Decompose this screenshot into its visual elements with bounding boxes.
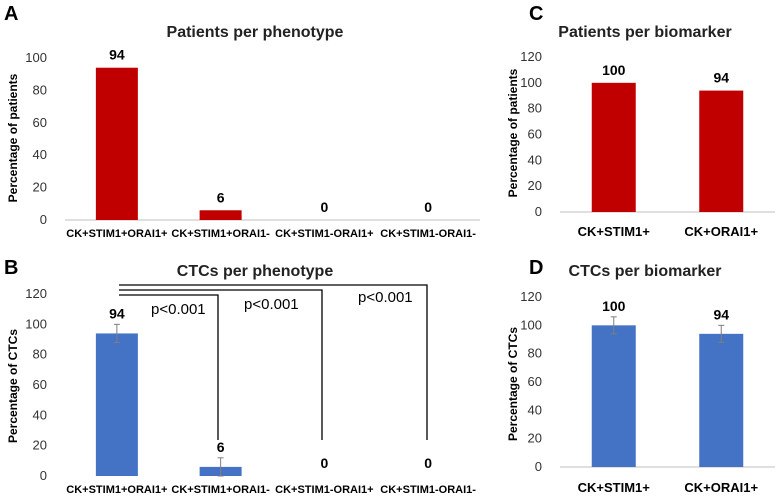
p-value-annotation: p<0.001 xyxy=(151,301,206,318)
bar xyxy=(699,333,744,467)
y-tick-label: 120 xyxy=(25,286,47,301)
data-label: 6 xyxy=(217,189,225,205)
y-tick-label: 20 xyxy=(528,431,542,446)
panel-d: D CTCs per biomarker Percentage of CTCs … xyxy=(506,257,775,495)
p-value-annotation: p<0.001 xyxy=(358,289,413,306)
y-tick-label: 40 xyxy=(528,152,542,167)
panel-c: C Patients per biomarker Percentage of p… xyxy=(506,3,775,239)
y-tick-label: 20 xyxy=(33,180,47,195)
y-tick-label: 80 xyxy=(33,82,47,97)
y-tick-label: 0 xyxy=(535,459,542,474)
bar xyxy=(95,67,138,220)
x-tick-label: CK+STIM1+ORAI1+ xyxy=(66,228,167,240)
bracket-line xyxy=(119,289,323,440)
x-tick-label: CK+STIM1-ORAI1+ xyxy=(275,228,373,240)
data-label: 0 xyxy=(320,455,328,471)
y-tick-label: 80 xyxy=(528,346,542,361)
y-axis-label: Percentage of CTCs xyxy=(6,329,20,443)
plot-area: 0 20 40 60 80 100 120 100 CK+STIM1+ 94 CK+ORAI1+ xyxy=(520,49,775,239)
y-tick-label: 60 xyxy=(33,115,47,130)
y-tick-label: 60 xyxy=(528,127,542,142)
y-tick-label: 0 xyxy=(535,204,542,219)
y-tick-label: 120 xyxy=(520,289,542,304)
x-tick-label: CK+ORAI1+ xyxy=(684,480,758,495)
y-tick-label: 0 xyxy=(40,212,47,227)
y-axis-label: Percentage of patients xyxy=(6,73,20,202)
y-tick-label: 120 xyxy=(520,49,542,64)
bar xyxy=(95,333,138,476)
plot-area: 0 20 40 60 80 100 120 100 CK+STIM1+ 94 CK+ORAI1+ xyxy=(520,289,775,495)
data-label: 0 xyxy=(320,199,328,215)
data-label: 6 xyxy=(217,439,225,455)
x-tick-label: CK+STIM1+ORAI1+ xyxy=(66,484,167,496)
chart-title: CTCs per biomarker xyxy=(569,263,722,280)
data-label: 0 xyxy=(424,455,432,471)
y-tick-label: 20 xyxy=(528,178,542,193)
y-tick-label: 20 xyxy=(33,438,47,453)
x-tick-label: CK+STIM1+ xyxy=(578,480,651,495)
chart-title: Patients per phenotype xyxy=(167,24,344,41)
x-tick-label: CK+STIM1-ORAI1+ xyxy=(275,484,373,496)
data-label: 100 xyxy=(602,62,626,78)
y-tick-label: 80 xyxy=(528,101,542,116)
x-tick-label: CK+STIM1+ORAI1- xyxy=(171,228,270,240)
bar xyxy=(199,210,242,220)
x-tick-label: CK+ORAI1+ xyxy=(684,224,758,239)
y-tick-label: 40 xyxy=(528,402,542,417)
y-tick-label: 60 xyxy=(33,377,47,392)
y-axis-label: Percentage of patients xyxy=(506,68,520,197)
panel-letter-a: A xyxy=(4,3,18,25)
y-tick-label: 60 xyxy=(528,374,542,389)
bracket-line xyxy=(119,284,428,440)
data-label: 94 xyxy=(109,47,125,63)
y-tick-label: 40 xyxy=(33,147,47,162)
y-tick-label: 100 xyxy=(520,75,542,90)
x-tick-label: CK+STIM1+ORAI1- xyxy=(171,484,270,496)
plot-area: 0 20 40 60 80 100 120 94 CK+STIM1+ORAI1+ 6 CK+STIM… xyxy=(25,286,476,496)
bar xyxy=(591,82,636,212)
x-tick-label: CK+STIM1-ORAI1- xyxy=(380,484,476,496)
data-label: 0 xyxy=(424,199,432,215)
significance-brackets: p<0.001 p<0.001 p<0.001 xyxy=(119,284,428,440)
chart-title: Patients per biomarker xyxy=(558,24,731,41)
y-tick-label: 100 xyxy=(25,50,47,65)
p-value-annotation: p<0.001 xyxy=(244,296,299,313)
data-label: 94 xyxy=(713,70,729,86)
bar xyxy=(591,325,636,467)
y-tick-label: 100 xyxy=(520,317,542,332)
y-tick-label: 40 xyxy=(33,407,47,422)
data-label: 100 xyxy=(602,298,626,314)
x-tick-label: CK+STIM1+ xyxy=(578,224,651,239)
chart-title: CTCs per phenotype xyxy=(177,263,334,280)
panel-letter-c: C xyxy=(529,3,543,25)
plot-area: 0 20 40 60 80 100 94 CK+STIM1+ORAI1+ 6 CK+STIM1+O… xyxy=(25,47,480,240)
panel-a: A Patients per phenotype Percentage of p… xyxy=(4,3,480,240)
y-tick-label: 100 xyxy=(25,316,47,331)
data-label: 94 xyxy=(713,306,729,322)
panel-b: B CTCs per phenotype Percentage of CTCs … xyxy=(4,257,476,496)
y-tick-label: 0 xyxy=(40,468,47,483)
x-tick-label: CK+STIM1-ORAI1- xyxy=(380,228,476,240)
bar xyxy=(699,90,744,212)
bracket-line xyxy=(119,294,219,440)
panel-letter-b: B xyxy=(4,257,18,279)
panel-letter-d: D xyxy=(529,257,543,279)
y-axis-label: Percentage of CTCs xyxy=(506,327,520,441)
y-tick-label: 80 xyxy=(33,347,47,362)
data-label: 94 xyxy=(109,305,125,321)
